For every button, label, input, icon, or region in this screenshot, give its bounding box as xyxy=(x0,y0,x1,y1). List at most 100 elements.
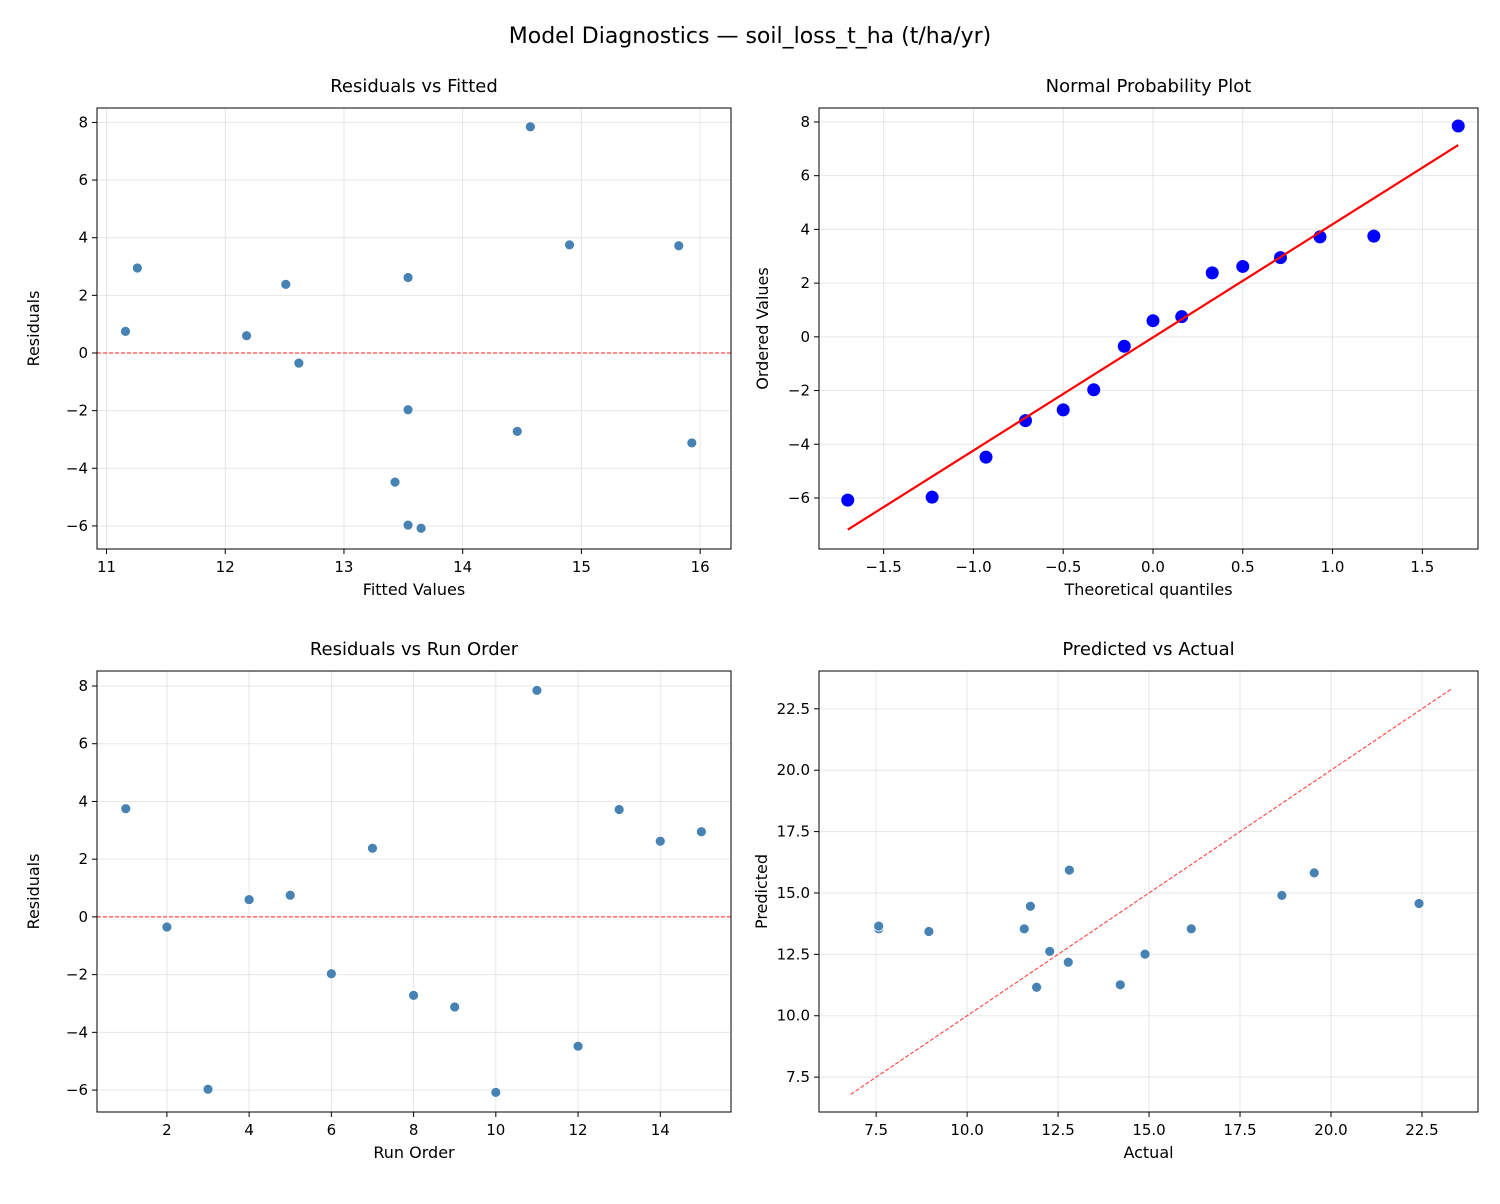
plot-area xyxy=(819,108,1478,549)
y-tick-label: 6 xyxy=(800,167,810,185)
x-tick-label: 12.5 xyxy=(1041,1121,1074,1139)
data-point xyxy=(1276,890,1288,901)
y-tick-label: 12.5 xyxy=(777,945,810,963)
data-point xyxy=(1018,923,1030,935)
x-tick-label: 8 xyxy=(409,1121,419,1139)
data-point xyxy=(284,889,296,901)
data-point xyxy=(120,803,132,815)
data-point xyxy=(1413,898,1425,909)
y-tick-label: 6 xyxy=(78,171,88,189)
data-point xyxy=(161,921,173,933)
x-tick-label: 2 xyxy=(162,1121,172,1139)
x-tick-label: −1.0 xyxy=(955,558,991,576)
x-tick-label: 13 xyxy=(334,558,353,576)
normal-probability-subplot: −1.5 −1.0 −0.5 0.0 0.5 1.0 1.5 −6 −4 −2 0 2 4 6 8 Norma… xyxy=(753,76,1479,599)
data-point xyxy=(511,425,523,437)
y-tick-label: 7.5 xyxy=(786,1068,810,1086)
plot-area xyxy=(97,108,731,549)
subplot-title: Normal Probability Plot xyxy=(1046,76,1252,97)
y-tick-label: −2 xyxy=(66,966,88,984)
subplot-title: Residuals vs Fitted xyxy=(330,76,498,97)
residuals-vs-fitted-subplot: 11 12 13 14 15 16 −6 −4 −2 0 2 4 6 8 Residuals vs Fitt… xyxy=(24,76,732,599)
x-tick-label: 20.0 xyxy=(1314,1121,1347,1139)
figure-title: Model Diagnostics — soil_loss_t_ha (t/ha… xyxy=(509,24,992,49)
data-point xyxy=(695,826,707,838)
x-axis-label: Fitted Values xyxy=(363,580,465,599)
x-axis-label: Theoretical quantiles xyxy=(1063,580,1232,599)
x-tick-label: 1.5 xyxy=(1410,558,1434,576)
x-tick-label: 16 xyxy=(691,558,710,576)
axes-frame xyxy=(818,670,1479,1113)
subplot-title: Residuals vs Run Order xyxy=(310,639,519,660)
x-axis-label: Run Order xyxy=(373,1143,455,1162)
y-tick-label: 4 xyxy=(78,229,88,247)
x-tick-label: 15.0 xyxy=(1132,1121,1165,1139)
data-point xyxy=(1044,946,1056,957)
axes-frame xyxy=(96,107,732,550)
x-tick-label: 10.0 xyxy=(950,1121,983,1139)
data-point xyxy=(613,804,625,815)
data-point xyxy=(1056,403,1070,417)
x-tick-label: 14 xyxy=(453,558,472,576)
x-tick-label: 7.5 xyxy=(864,1121,888,1139)
y-tick-label: 4 xyxy=(800,220,810,238)
data-point xyxy=(673,240,685,252)
data-point xyxy=(389,476,401,488)
x-tick-label: −0.5 xyxy=(1045,558,1081,576)
data-point xyxy=(131,262,143,274)
data-point xyxy=(1025,900,1036,912)
x-tick-label: 22.5 xyxy=(1405,1121,1438,1139)
y-axis-label: Residuals xyxy=(24,291,43,367)
x-axis-label: Actual xyxy=(1123,1143,1173,1162)
data-point xyxy=(1031,981,1043,993)
y-tick-label: −4 xyxy=(788,435,810,453)
y-tick-label: 8 xyxy=(800,113,810,131)
y-tick-label: −4 xyxy=(66,459,88,477)
y-tick-label: 2 xyxy=(78,286,88,304)
identity-line xyxy=(850,688,1452,1095)
data-point xyxy=(402,519,414,531)
data-point xyxy=(1185,923,1197,935)
data-point xyxy=(280,278,292,290)
y-tick-label: 20.0 xyxy=(777,761,810,779)
data-point xyxy=(925,490,939,504)
data-point xyxy=(241,330,252,342)
data-point xyxy=(1451,119,1465,133)
data-point xyxy=(841,493,855,507)
data-point xyxy=(402,404,414,416)
y-tick-label: 8 xyxy=(78,677,88,695)
y-axis-label: Residuals xyxy=(24,854,43,930)
y-tick-label: −6 xyxy=(66,517,88,535)
data-point xyxy=(1063,864,1075,876)
x-tick-label: 11 xyxy=(97,558,116,576)
data-point xyxy=(367,842,378,854)
x-tick-label: 4 xyxy=(244,1121,254,1139)
data-point xyxy=(1062,956,1074,968)
data-point xyxy=(1139,948,1151,960)
predicted-vs-actual-subplot: 7.5 10.0 12.5 15.0 17.5 20.0 22.5 7.5 10.0 12.5 15… xyxy=(752,639,1479,1162)
data-point xyxy=(1367,229,1381,243)
data-point xyxy=(564,239,575,251)
data-point xyxy=(202,1083,214,1095)
x-tick-label: 17.5 xyxy=(1223,1121,1256,1139)
y-tick-label: 2 xyxy=(800,274,810,292)
data-point xyxy=(415,522,427,534)
data-point xyxy=(402,272,414,283)
data-point xyxy=(1146,314,1160,328)
data-point xyxy=(1117,339,1131,353)
data-point xyxy=(654,835,666,847)
y-tick-label: 0 xyxy=(78,908,88,926)
x-tick-label: 0.5 xyxy=(1231,558,1255,576)
data-point xyxy=(243,894,255,905)
y-tick-label: 6 xyxy=(78,735,88,753)
x-tick-label: 10 xyxy=(486,1121,505,1139)
y-tick-label: 4 xyxy=(78,792,88,810)
x-tick-label: −1.5 xyxy=(865,558,901,576)
data-point xyxy=(873,920,885,932)
x-tick-label: 12 xyxy=(216,558,235,576)
y-tick-label: 0 xyxy=(78,344,88,362)
y-axis-label: Predicted xyxy=(752,854,771,929)
y-axis-label: Ordered Values xyxy=(753,267,772,389)
x-tick-label: 15 xyxy=(572,558,591,576)
y-tick-label: −6 xyxy=(788,489,810,507)
